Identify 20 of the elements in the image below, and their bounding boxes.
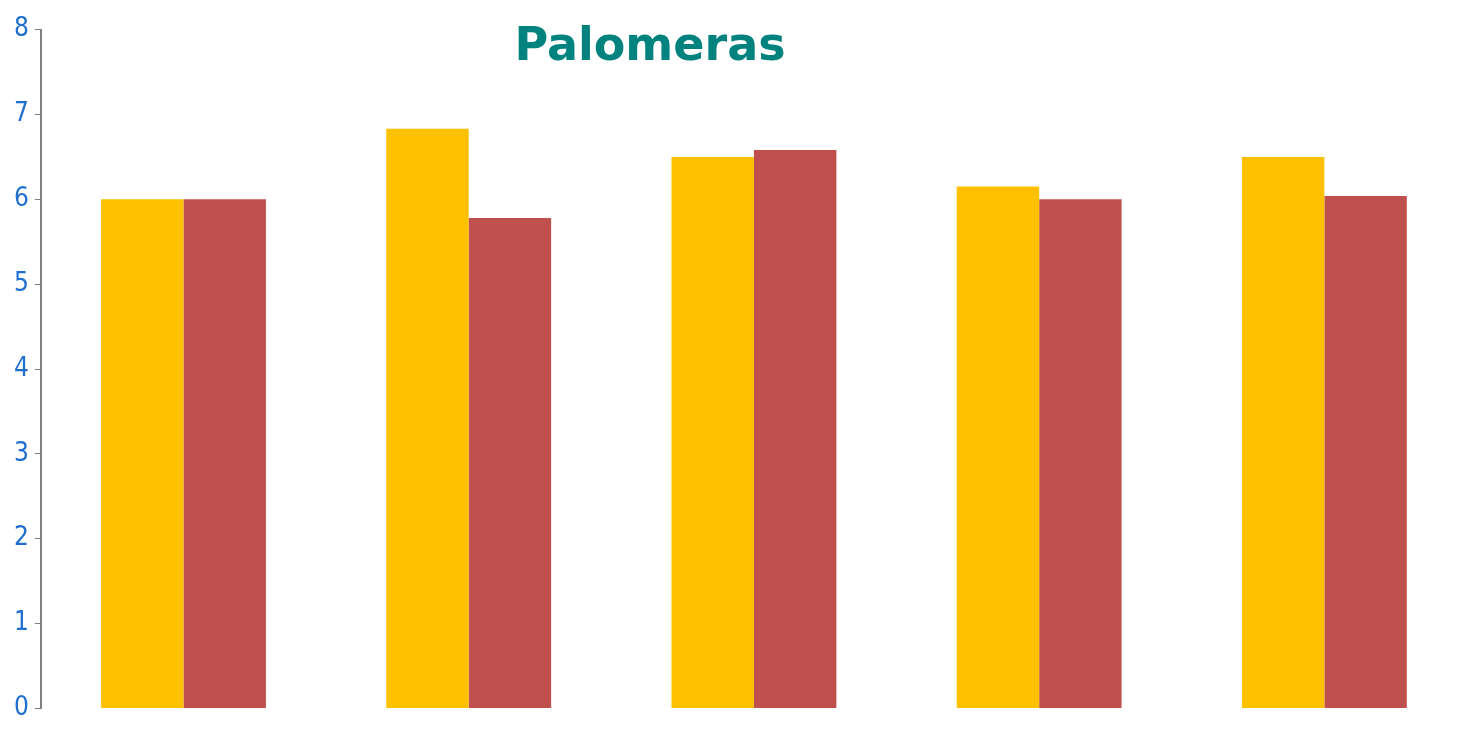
bar [386, 128, 469, 708]
y-tick-label: 4 [13, 351, 29, 382]
y-tick-label: 1 [13, 606, 29, 637]
y-tick-label: 0 [13, 691, 29, 722]
bar [753, 150, 837, 708]
y-tick-label: 2 [13, 521, 29, 552]
y-tick-label: 8 [13, 12, 29, 43]
bar [1324, 195, 1407, 708]
chart-title: Palomeras [514, 16, 786, 71]
bar [1039, 199, 1122, 708]
bar [1241, 156, 1325, 708]
bar [468, 217, 552, 708]
y-tick-label: 3 [13, 436, 29, 467]
y-tick-label: 7 [13, 97, 29, 128]
bar [956, 186, 1040, 708]
bar [183, 199, 266, 708]
y-tick-label: 5 [13, 266, 29, 297]
bar [101, 199, 184, 708]
y-tick-label: 6 [13, 182, 29, 213]
bar [671, 156, 754, 708]
